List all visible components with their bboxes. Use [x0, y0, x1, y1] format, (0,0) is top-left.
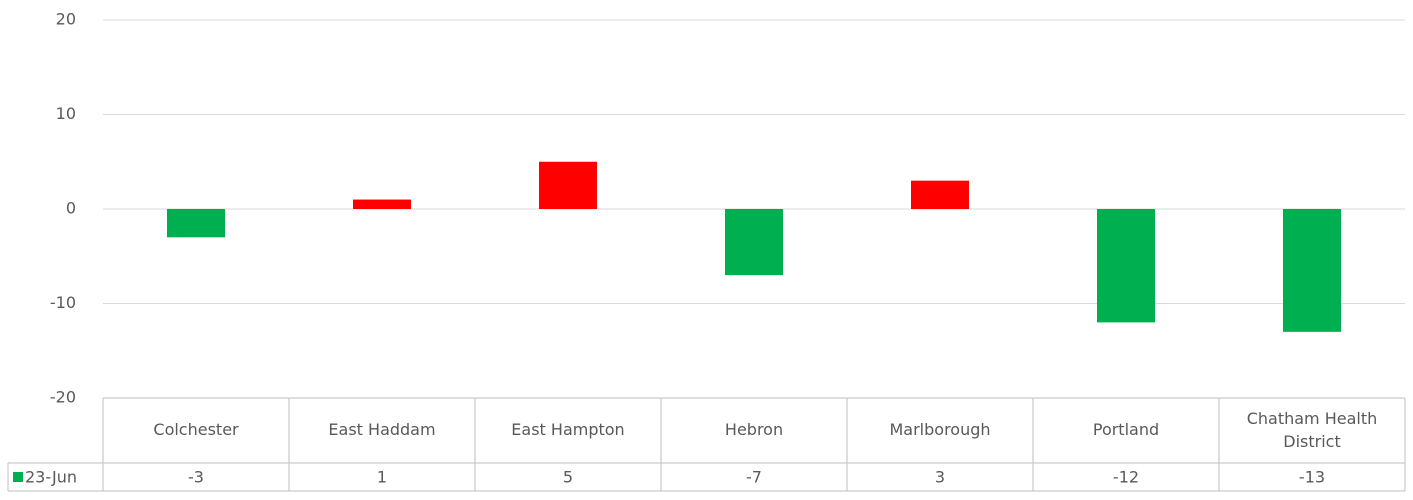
x-tick-label: East Hampton [511, 420, 625, 440]
x-tick-label: Chatham Health District [1246, 409, 1378, 451]
data-table-value: -7 [746, 468, 762, 487]
y-tick-label: 0 [66, 199, 76, 218]
bar [1097, 209, 1155, 323]
data-table-value: 5 [563, 468, 573, 487]
y-tick-label: -20 [50, 388, 76, 407]
x-tick-label: Portland [1092, 420, 1160, 440]
x-tick-label: East Haddam [328, 420, 436, 440]
x-tick-label: Hebron [724, 420, 784, 440]
category-cell: East Hampton [511, 420, 625, 440]
y-tick-label: 10 [56, 104, 76, 123]
category-cell: Colchester [153, 420, 239, 440]
legend-label: 23-Jun [25, 468, 77, 487]
category-cell: Chatham Health District [1246, 409, 1378, 451]
bar [911, 180, 969, 209]
y-tick-label: -10 [50, 293, 76, 312]
y-tick-label: 20 [56, 10, 76, 29]
category-cell: East Haddam [328, 420, 436, 440]
data-table-value: -13 [1299, 468, 1325, 487]
x-tick-label: Marlborough [889, 420, 991, 440]
bar [353, 199, 411, 209]
category-cell: Marlborough [889, 420, 991, 440]
category-cell: Portland [1092, 420, 1160, 440]
data-table-value: 3 [935, 468, 945, 487]
bar [539, 161, 597, 209]
bar [725, 209, 783, 276]
data-table-value: -12 [1113, 468, 1139, 487]
legend-swatch [13, 472, 23, 482]
data-table-value: 1 [377, 468, 387, 487]
data-table-value: -3 [188, 468, 204, 487]
bar [1283, 209, 1341, 332]
x-tick-label: Colchester [153, 420, 239, 440]
category-cell: Hebron [724, 420, 784, 440]
bar [167, 209, 225, 238]
